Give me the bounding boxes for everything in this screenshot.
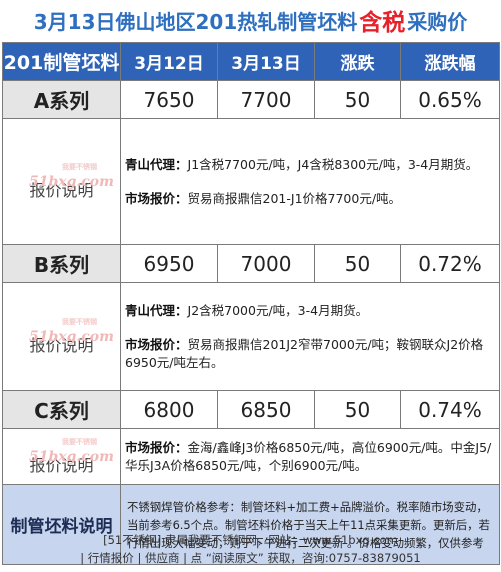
price-mar13: 6850 (217, 390, 315, 429)
desc-line: 市场报价：贸易商报鼎信201-J1价格7700元/吨。 (125, 190, 402, 206)
price-mar12: 6950 (120, 244, 218, 283)
watermark-logo: 我要不锈钢 51bxg.com (29, 436, 114, 465)
header-change-pct: 涨跌幅 (400, 42, 500, 81)
desc-text: 青山代理：J1含税7700元/吨，J4含税8300元/吨，3-4月期货。 市场报… (120, 118, 500, 245)
price-change: 50 (314, 80, 401, 119)
price-mar12: 7650 (120, 80, 218, 119)
price-change-pct: 0.72% (400, 244, 500, 283)
series-row-a: A系列 7650 7700 50 0.65% (2, 80, 500, 119)
price-change: 50 (314, 390, 401, 429)
desc-label: 报价说明 (29, 335, 94, 355)
desc-label-cell: 我要不锈钢 51bxg.com 报价说明 (2, 428, 121, 485)
header-mar13: 3月13日 (217, 42, 315, 81)
desc-row-b: 我要不锈钢 51bxg.com 报价说明 青山代理：J2含税7000元/吨，3-4… (2, 282, 500, 391)
note-text: 不锈钢焊管价格参考：制管坯料+加工费+品牌溢价。税率随市场变动，当前参考6.5个… (120, 484, 500, 565)
desc-line: 青山代理：J1含税7700元/吨，J4含税8300元/吨，3-4月期货。 (125, 156, 479, 172)
desc-line: 市场报价：贸易商报鼎信201J2窄带7000元/吨；鞍钢联众J2价格6950元/… (125, 336, 484, 370)
footer-line2: | 行情报价 | 供应商 | 点 “阅读原文” 获取，咨询:0757-83879… (80, 551, 421, 565)
table-header-row: 201制管坯料 3月12日 3月13日 涨跌 涨跌幅 (2, 42, 500, 81)
desc-text: 市场报价：金海/鑫峰J3价格6850元/吨，高位6900元/吨。中金J5/华乐J… (120, 428, 500, 485)
desc-label-cell: 我要不锈钢 51bxg.com 报价说明 (2, 282, 121, 391)
header-product: 201制管坯料 (2, 42, 121, 81)
price-change: 50 (314, 244, 401, 283)
note-label: 制管坯料说明 (2, 484, 121, 565)
note-row: 制管坯料说明 不锈钢焊管价格参考：制管坯料+加工费+品牌溢价。税率随市场变动，当… (2, 484, 500, 565)
desc-label: 报价说明 (29, 180, 94, 200)
series-name: A系列 (2, 80, 121, 119)
desc-line: 青山代理：J2含税7000元/吨，3-4月期货。 (125, 302, 369, 318)
series-row-b: B系列 6950 7000 50 0.72% (2, 244, 500, 283)
desc-row-c: 我要不锈钢 51bxg.com 报价说明 市场报价：金海/鑫峰J3价格6850元/… (2, 428, 500, 485)
series-name: B系列 (2, 244, 121, 283)
header-change: 涨跌 (314, 42, 401, 81)
watermark-logo: 我要不锈钢 51bxg.com (29, 161, 114, 190)
desc-label-cell: 我要不锈钢 51bxg.com 报价说明 (2, 118, 121, 245)
price-mar13: 7000 (217, 244, 315, 283)
price-change-pct: 0.74% (400, 390, 500, 429)
series-name: C系列 (2, 390, 121, 429)
price-mar12: 6800 (120, 390, 218, 429)
title-highlight: 含税 (359, 10, 406, 36)
desc-text: 青山代理：J2含税7000元/吨，3-4月期货。 市场报价：贸易商报鼎信201J… (120, 282, 500, 391)
desc-row-a: 我要不锈钢 51bxg.com 报价说明 青山代理：J1含税7700元/吨，J4含… (2, 118, 500, 245)
header-mar12: 3月12日 (120, 42, 218, 81)
footer-line1: [51不锈钢] 隶属我要不锈钢网，网站：www.51bxg.com (103, 533, 398, 547)
price-change-pct: 0.65% (400, 80, 500, 119)
title-part1: 3月13日佛山地区201热轧制管坯料 (33, 9, 358, 34)
series-row-c: C系列 6800 6850 50 0.74% (2, 390, 500, 429)
desc-label: 报价说明 (29, 455, 94, 475)
price-table: 201制管坯料 3月12日 3月13日 涨跌 涨跌幅 A系列 7650 7700… (2, 42, 500, 565)
price-mar13: 7700 (217, 80, 315, 119)
page-title: 3月13日佛山地区201热轧制管坯料 含税 采购价 (0, 0, 501, 40)
footer: [51不锈钢] 隶属我要不锈钢网，网站：www.51bxg.com | 行情报价… (0, 527, 501, 572)
watermark-logo: 我要不锈钢 51bxg.com (29, 316, 114, 345)
desc-line: 市场报价：金海/鑫峰J3价格6850元/吨，高位6900元/吨。中金J5/华乐J… (125, 439, 492, 473)
title-part2: 采购价 (407, 9, 468, 34)
